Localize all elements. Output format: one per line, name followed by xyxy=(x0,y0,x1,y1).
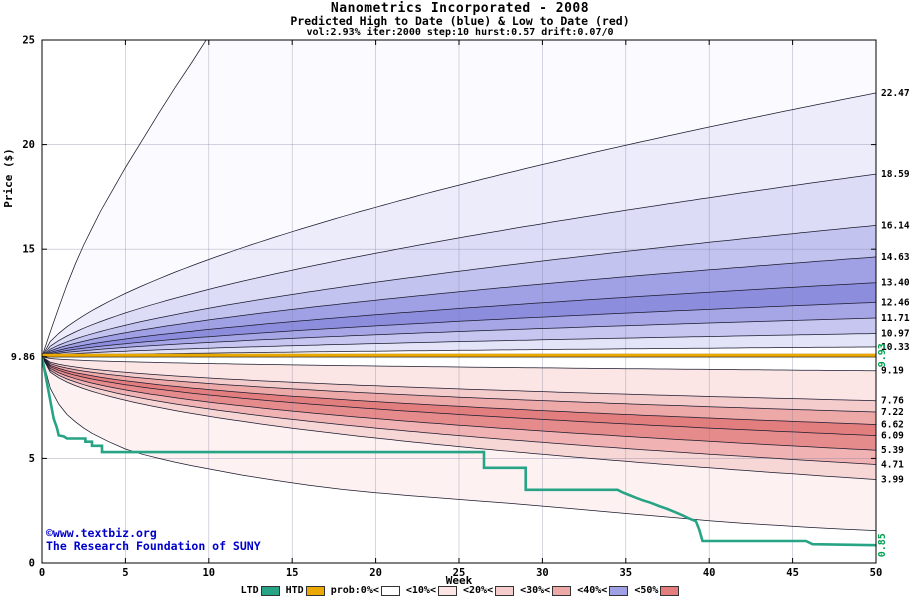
y-tick-label: 15 xyxy=(22,244,35,256)
right-value-label: 13.40 xyxy=(881,278,910,289)
x-axis-label: Week xyxy=(446,574,473,587)
boundary-lines xyxy=(42,40,876,531)
legend-swatch xyxy=(552,585,572,596)
y-tick-label: 20 xyxy=(22,139,35,151)
percentile-line xyxy=(42,356,876,402)
percentile-line xyxy=(42,356,876,372)
right-value-label: 10.33 xyxy=(881,342,910,353)
chart-header: Nanometrics Incorporated - 2008 Predicte… xyxy=(0,2,920,38)
right-value-label: 22.47 xyxy=(881,88,910,99)
legend-label: prob:0%< xyxy=(330,585,379,596)
x-tick-label: 10 xyxy=(202,567,215,579)
legend-item: prob:0%< xyxy=(331,585,400,596)
chart-title: Nanometrics Incorporated - 2008 xyxy=(330,1,590,16)
chart-params: vol:2.93% iter:2000 step:10 hurst:0.57 d… xyxy=(306,27,614,38)
x-tick-label: 0 xyxy=(39,567,45,579)
x-tick-label: 20 xyxy=(369,567,382,579)
low-band xyxy=(42,356,876,412)
percentile-line xyxy=(42,356,876,451)
y-tick-label: 25 xyxy=(22,35,35,47)
watermark-org: The Research Foundation of SUNY xyxy=(46,539,261,553)
legend-item: <30%< xyxy=(520,585,572,596)
y-tick-label: 5 xyxy=(29,453,35,465)
low-band xyxy=(42,356,876,531)
percentile-line xyxy=(42,225,876,357)
right-value-label: 6.62 xyxy=(881,420,904,431)
x-tick-label: 15 xyxy=(286,567,299,579)
legend-swatch xyxy=(660,585,680,596)
right-value-label: 18.59 xyxy=(881,169,910,180)
x-tick-label: 35 xyxy=(619,567,632,579)
percentile-line xyxy=(42,356,876,413)
legend-label: <30%< xyxy=(520,585,551,596)
y-tick-label: 0 xyxy=(29,558,35,570)
legend-swatch xyxy=(609,585,629,596)
percentile-line xyxy=(42,356,876,425)
percentile-line xyxy=(42,301,876,358)
right-value-label: 4.71 xyxy=(881,459,904,470)
legend-swatch xyxy=(437,585,457,596)
legend-label: <50% xyxy=(634,585,659,596)
ltd-line xyxy=(42,356,876,547)
right-value-label: 10.97 xyxy=(881,329,910,340)
percentile-line xyxy=(42,40,207,357)
percentile-line xyxy=(42,282,876,358)
chart-subtitle: Predicted High to Date (blue) & Low to D… xyxy=(290,14,630,28)
percentile-line xyxy=(42,173,876,357)
x-tick-label: 5 xyxy=(122,567,128,579)
legend-item: <10%< xyxy=(406,585,457,596)
right-value-label: 5.39 xyxy=(881,445,904,456)
right-value-label: 14.63 xyxy=(881,252,910,263)
right-value-label-rotated: 9.93 xyxy=(877,343,888,367)
legend-item: LTD xyxy=(241,585,280,596)
legend-label: <40%< xyxy=(577,585,608,596)
watermark-site: ©www.textbiz.org xyxy=(46,526,157,540)
axis-ticks-and-labels: 0 5 10 15 20 25 30 35 40 45 50 0 5 15 20 25 9.86 22.47 18.… xyxy=(2,35,910,588)
percentile-line xyxy=(42,256,876,358)
legend-swatch xyxy=(495,585,515,596)
start-price-label: 9.86 xyxy=(11,352,35,363)
legend-swatch xyxy=(260,585,280,596)
percentile-line xyxy=(42,92,876,357)
legend-item: <20%< xyxy=(462,585,515,596)
percentile-line xyxy=(42,356,876,436)
right-value-label: 3.99 xyxy=(881,475,904,486)
legend-label: <20%< xyxy=(462,585,494,596)
legend-label: LTD xyxy=(240,585,259,596)
legend-label: <10%< xyxy=(405,585,436,596)
right-value-label: 16.14 xyxy=(881,220,910,231)
low-band xyxy=(42,356,876,425)
right-value-label: 6.09 xyxy=(881,431,904,442)
watermark: ©www.textbiz.org The Research Foundation… xyxy=(46,527,261,553)
x-tick-label: 25 xyxy=(453,567,466,579)
x-tick-label: 40 xyxy=(703,567,716,579)
y-axis-label: Price ($) xyxy=(2,148,15,208)
right-value-label-rotated: 0.85 xyxy=(877,533,888,557)
high-band xyxy=(42,40,876,357)
low-band xyxy=(42,356,876,451)
right-value-label: 7.22 xyxy=(881,407,904,418)
percentile-line xyxy=(42,317,876,358)
percentile-line xyxy=(42,356,876,465)
legend-item: <40%< xyxy=(577,585,629,596)
x-tick-label: 45 xyxy=(786,567,799,579)
chart-legend: LTD HTD prob:0%< <10%< <20%< <30%< <40%< <50% xyxy=(0,585,920,596)
legend-swatch xyxy=(380,585,400,596)
legend-swatch xyxy=(305,585,325,596)
right-value-label: 11.71 xyxy=(881,313,910,324)
percentile-line xyxy=(42,346,876,358)
percentile-line xyxy=(42,356,876,480)
legend-item: HTD xyxy=(286,585,325,596)
percentile-line xyxy=(42,333,876,358)
x-tick-label: 30 xyxy=(536,567,549,579)
legend-label: HTD xyxy=(285,585,304,596)
right-value-label: 12.46 xyxy=(881,297,910,308)
right-value-label: 7.76 xyxy=(881,396,904,407)
right-value-label: 9.19 xyxy=(881,366,904,377)
x-tick-label: 50 xyxy=(870,567,883,579)
legend-item: <50% xyxy=(634,585,680,596)
